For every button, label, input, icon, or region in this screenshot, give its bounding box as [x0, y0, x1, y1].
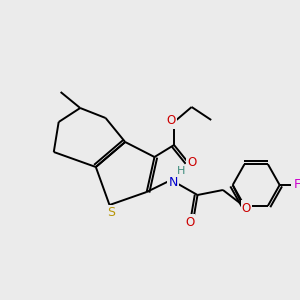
Text: O: O: [185, 215, 194, 229]
Text: N: N: [168, 176, 178, 188]
Text: H: H: [177, 166, 185, 176]
Text: S: S: [107, 206, 116, 220]
Text: O: O: [187, 157, 196, 169]
Text: O: O: [167, 115, 176, 128]
Text: O: O: [242, 202, 251, 214]
Text: F: F: [294, 178, 300, 191]
